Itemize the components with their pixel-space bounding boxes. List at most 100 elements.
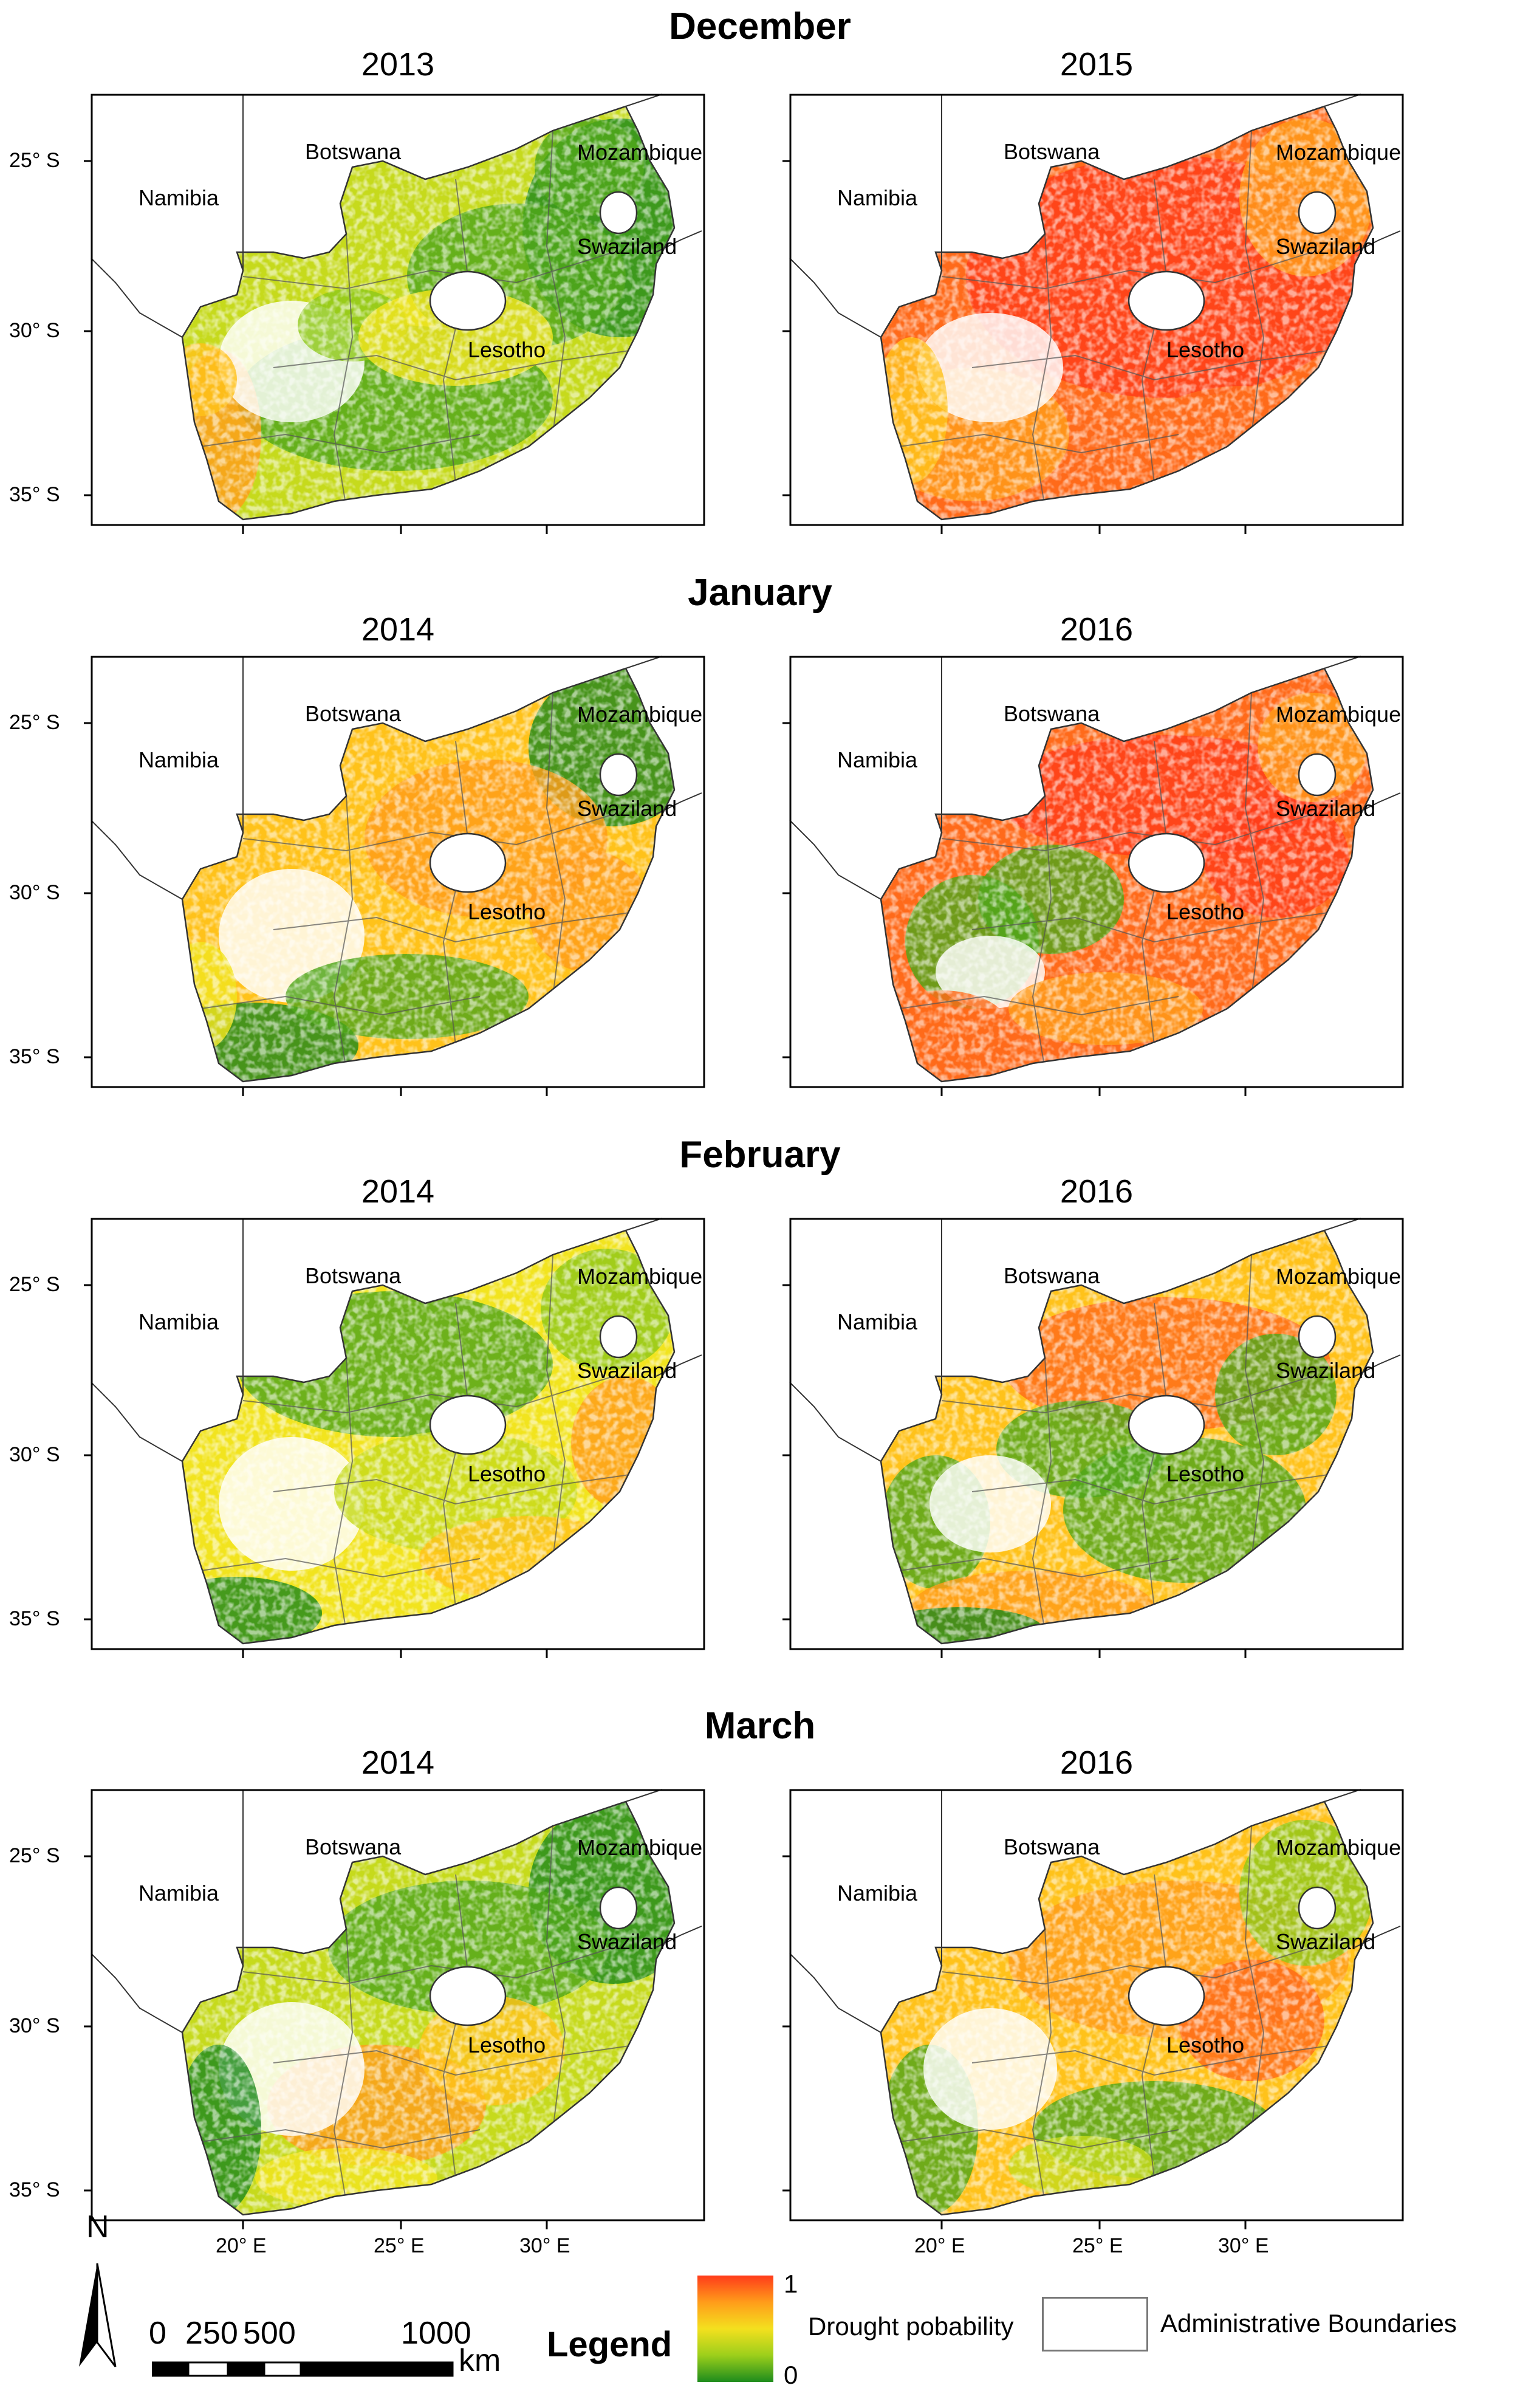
month-title: March — [704, 1705, 816, 1747]
country-outline — [880, 1800, 1374, 2216]
scale-label: 1000 — [401, 2316, 471, 2351]
neighbour-borders — [91, 94, 702, 338]
country-label-lesotho: Lesotho — [468, 2032, 546, 2057]
drought-map — [782, 1218, 1404, 1658]
lon-label: 25° E — [1072, 2234, 1123, 2257]
lon-label: 20° E — [216, 2234, 267, 2257]
lesotho-shape — [429, 270, 507, 331]
country-label-lesotho: Lesotho — [468, 899, 546, 924]
swaziland-shape — [599, 753, 638, 797]
neighbour-borders — [789, 1789, 1401, 2033]
lesotho-shape — [429, 1394, 507, 1455]
lesotho-shape — [1128, 1966, 1205, 2026]
neighbour-borders — [789, 1218, 1401, 1462]
scale-label: 0 — [149, 2316, 166, 2351]
month-title: January — [688, 572, 832, 614]
lon-label: 30° E — [1218, 2234, 1269, 2257]
legend-max: 1 — [784, 2269, 798, 2298]
country-label-swaziland: Swaziland — [1276, 1358, 1376, 1383]
country-label-swaziland: Swaziland — [1276, 234, 1376, 259]
lat-label: 30° S — [9, 2014, 60, 2037]
country-label-swaziland: Swaziland — [577, 1358, 677, 1383]
country-outline — [181, 667, 676, 1083]
country-label-lesotho: Lesotho — [1166, 899, 1245, 924]
panel-year: 2014 — [361, 611, 435, 648]
country-label-mozambique: Mozambique — [577, 1264, 703, 1289]
map-frame — [789, 656, 1404, 1088]
map-panel — [782, 1789, 1404, 2229]
lat-label: 35° S — [9, 1607, 60, 1630]
admin-boundaries — [899, 1254, 1337, 1632]
map-frame — [91, 656, 705, 1088]
lesotho-shape — [1128, 270, 1205, 331]
lat-label: 35° S — [9, 1045, 60, 1068]
lat-label: 25° S — [9, 149, 60, 172]
country-label-botswana: Botswana — [1004, 139, 1100, 164]
swaziland-shape — [1298, 1315, 1337, 1359]
country-label-botswana: Botswana — [1004, 701, 1100, 726]
country-label-namibia: Namibia — [139, 185, 219, 210]
country-label-namibia: Namibia — [139, 1881, 219, 1905]
drought-map — [782, 94, 1404, 534]
country-label-namibia: Namibia — [139, 1309, 219, 1334]
admin-boundaries — [899, 1825, 1337, 2203]
drought-map — [84, 94, 705, 534]
swaziland-shape — [599, 1886, 638, 1930]
country-outline — [181, 1229, 676, 1645]
admin-boundaries — [899, 692, 1337, 1070]
country-label-mozambique: Mozambique — [577, 702, 703, 727]
drought-map — [84, 656, 705, 1096]
north-arrow-icon — [79, 2263, 117, 2367]
country-label-namibia: Namibia — [837, 747, 918, 772]
country-label-lesotho: Lesotho — [1166, 1461, 1245, 1486]
country-label-namibia: Namibia — [139, 747, 219, 772]
month-title: December — [669, 5, 851, 47]
country-outline — [880, 1229, 1374, 1645]
scale-bar-graphic — [151, 2361, 454, 2377]
legend-colorbar — [697, 2276, 773, 2382]
country-label-mozambique: Mozambique — [1276, 1835, 1402, 1860]
country-label-botswana: Botswana — [305, 701, 402, 726]
map-panel — [84, 94, 705, 534]
country-label-swaziland: Swaziland — [577, 234, 677, 259]
scale-unit: km — [459, 2343, 501, 2378]
neighbour-borders — [91, 1789, 702, 2033]
lesotho-shape — [429, 832, 507, 893]
admin-boundaries — [899, 130, 1337, 508]
map-frame — [91, 94, 705, 526]
country-label-botswana: Botswana — [305, 139, 402, 164]
country-label-swaziland: Swaziland — [577, 796, 677, 821]
drought-map — [84, 1789, 705, 2229]
country-label-botswana: Botswana — [1004, 1263, 1100, 1288]
north-label: N — [86, 2209, 109, 2245]
drought-map — [84, 1218, 705, 1658]
country-outline — [181, 1800, 676, 2216]
country-label-lesotho: Lesotho — [1166, 2032, 1245, 2057]
map-panel — [84, 1218, 705, 1658]
colorbar-gradient — [697, 2276, 773, 2382]
swaziland-shape — [1298, 1886, 1337, 1930]
map-panel — [84, 656, 705, 1096]
map-panel — [782, 1218, 1404, 1658]
country-label-swaziland: Swaziland — [577, 1929, 677, 1954]
neighbour-borders — [91, 656, 702, 900]
lat-label: 35° S — [9, 483, 60, 506]
month-title: February — [679, 1134, 841, 1176]
lat-label: 25° S — [9, 1273, 60, 1296]
country-label-namibia: Namibia — [837, 1881, 918, 1905]
neighbour-borders — [789, 656, 1401, 900]
scale-bar — [151, 2361, 456, 2378]
scale-label: 250 — [185, 2316, 238, 2351]
country-label-mozambique: Mozambique — [1276, 1264, 1402, 1289]
admin-boundaries — [200, 692, 638, 1070]
country-label-namibia: Namibia — [837, 185, 918, 210]
country-label-lesotho: Lesotho — [1166, 337, 1245, 362]
legend-boundary-swatch — [1042, 2297, 1148, 2351]
scale-label: 500 — [243, 2316, 296, 2351]
neighbour-borders — [91, 1218, 702, 1462]
swaziland-shape — [599, 191, 638, 235]
legend-title: Legend — [547, 2325, 673, 2364]
country-label-botswana: Botswana — [305, 1834, 402, 1859]
country-outline — [880, 105, 1374, 521]
country-label-lesotho: Lesotho — [468, 337, 546, 362]
